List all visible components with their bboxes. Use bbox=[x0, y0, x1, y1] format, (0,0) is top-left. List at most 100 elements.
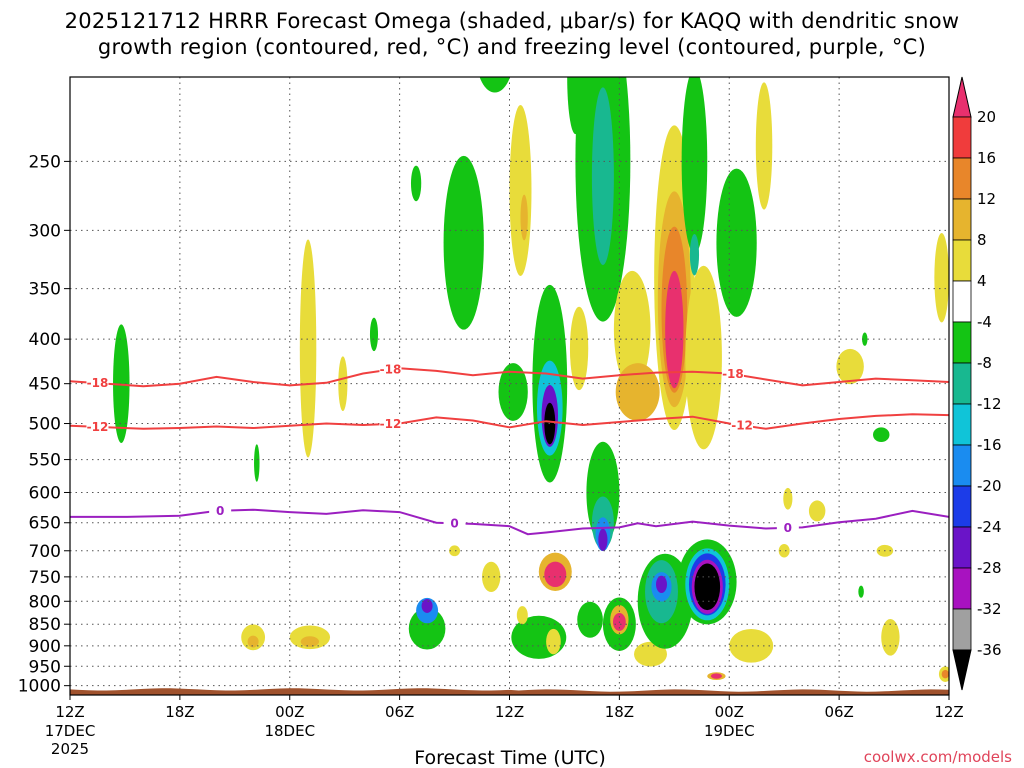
omega-cell-59 bbox=[689, 234, 700, 276]
gridlines bbox=[70, 77, 949, 695]
omega-colorbar: 20 16 12 8 4 -4 -8 -12 -16 -20 -24 -28 -32 -36 bbox=[952, 76, 1002, 691]
colorbar-band-12 bbox=[952, 608, 972, 651]
omega-cell-44 bbox=[634, 641, 667, 667]
omega-cell-5 bbox=[299, 239, 317, 458]
omega-cell-17 bbox=[509, 105, 532, 276]
colorbar-label-12: -32 bbox=[977, 600, 1002, 618]
ytick-label-700: 700 bbox=[29, 542, 61, 562]
dgz-bottom-contour-label-2: -12 bbox=[731, 418, 753, 432]
omega-cell-10 bbox=[408, 607, 446, 650]
omega-cell-71 bbox=[858, 585, 864, 598]
omega-cell-12 bbox=[421, 598, 433, 613]
chart-title-line1: 2025121712 HRRR Forecast Omega (shaded, … bbox=[65, 9, 960, 33]
omega-cell-64 bbox=[729, 628, 774, 663]
omega-cell-63 bbox=[716, 168, 757, 317]
xtick-label-0: 12Z bbox=[55, 703, 84, 721]
omega-cell-77 bbox=[941, 669, 949, 679]
chart-title-line2: growth region (contoured, red, °C) and f… bbox=[98, 35, 926, 59]
ytick-label-350: 350 bbox=[29, 280, 61, 300]
omega-cell-33 bbox=[567, 77, 584, 135]
ytick-label-950: 950 bbox=[29, 657, 61, 677]
colorbar-band-5 bbox=[952, 321, 972, 364]
omega-shading bbox=[113, 77, 949, 682]
xtick-label-1: 18Z bbox=[165, 703, 194, 721]
colorbar-band-11 bbox=[952, 567, 972, 610]
colorbar-band-3 bbox=[952, 239, 972, 282]
omega-cell-18 bbox=[520, 194, 528, 241]
omega-cell-43 bbox=[615, 363, 660, 421]
omega-cell-9 bbox=[410, 165, 422, 202]
ytick-label-600: 600 bbox=[29, 483, 61, 503]
ytick-label-850: 850 bbox=[29, 615, 61, 635]
colorbar-band-8 bbox=[952, 444, 972, 487]
dgz-bottom-contour-label-bg-2 bbox=[731, 418, 754, 433]
ytick-label-900: 900 bbox=[29, 637, 61, 657]
omega-cell-16 bbox=[479, 77, 511, 93]
colorbar-label-2: 12 bbox=[977, 190, 996, 208]
contours: -18 -18 -18 -12 -12 -12 0 0 0 bbox=[70, 362, 949, 536]
colorbar-band-0 bbox=[952, 116, 972, 159]
xtick-label-2: 00Z bbox=[275, 703, 304, 721]
colorbar-band-4 bbox=[952, 280, 972, 323]
ytick-label-400: 400 bbox=[29, 330, 61, 350]
omega-cell-52 bbox=[656, 575, 667, 594]
omega-cell-30 bbox=[577, 601, 603, 638]
omega-cell-2 bbox=[247, 635, 259, 648]
colorbar-band-10 bbox=[952, 526, 972, 569]
xtick-label-8: 12Z bbox=[934, 703, 963, 721]
freezing-level-contour-label-2: 0 bbox=[784, 521, 792, 535]
xtick-date-0: 17DEC bbox=[45, 722, 96, 740]
terrain-band bbox=[70, 688, 949, 695]
omega-cell-4 bbox=[300, 636, 320, 647]
colorbar-bottom-arrow bbox=[952, 649, 972, 691]
omega-cell-15 bbox=[443, 155, 484, 330]
ytick-label-450: 450 bbox=[29, 375, 61, 395]
colorbar-label-9: -20 bbox=[977, 477, 1002, 495]
omega-cell-70 bbox=[862, 332, 868, 346]
dgz-top-contour-label-1: -18 bbox=[380, 363, 402, 377]
omega-cell-29 bbox=[546, 628, 561, 655]
colorbar-label-4: 4 bbox=[977, 272, 987, 290]
colorbar-band-9 bbox=[952, 485, 972, 528]
omega-cell-32 bbox=[591, 87, 614, 266]
dgz-top-contour-label-2: -18 bbox=[722, 367, 744, 381]
ytick-label-250: 250 bbox=[29, 152, 61, 172]
omega-cell-21 bbox=[498, 363, 528, 421]
ytick-label-500: 500 bbox=[29, 415, 61, 435]
omega-cell-62 bbox=[710, 673, 722, 679]
ytick-label-300: 300 bbox=[29, 221, 61, 241]
freezing-level-contour-label-bg-0 bbox=[209, 503, 232, 518]
colorbar-band-1 bbox=[952, 157, 972, 200]
omega-cell-58 bbox=[681, 77, 708, 254]
ytick-label-750: 750 bbox=[29, 568, 61, 588]
omega-cell-73 bbox=[873, 427, 890, 443]
xtick-label-6: 00Z bbox=[715, 703, 744, 721]
xtick-year-0: 2025 bbox=[51, 740, 89, 758]
omega-cell-0 bbox=[113, 324, 130, 443]
freezing-level-contour-label-bg-1 bbox=[443, 516, 466, 531]
colorbar-band-7 bbox=[952, 403, 972, 446]
omega-cell-48 bbox=[665, 270, 684, 389]
omega-cell-66 bbox=[778, 544, 790, 558]
omega-cell-13 bbox=[449, 545, 461, 557]
omega-cell-67 bbox=[783, 487, 793, 510]
freezing-level-contour-label-0: 0 bbox=[216, 504, 224, 518]
colorbar-label-11: -28 bbox=[977, 559, 1002, 577]
ytick-label-1000: 1000 bbox=[18, 677, 61, 697]
omega-cell-42 bbox=[613, 270, 651, 389]
dgz-bottom-contour-line bbox=[70, 413, 949, 430]
omega-cell-6 bbox=[338, 356, 348, 412]
terrain-fill bbox=[70, 688, 949, 695]
omega-cell-75 bbox=[934, 232, 949, 323]
omega-cell-7 bbox=[254, 444, 260, 482]
omega-cell-28 bbox=[544, 561, 567, 588]
freezing-level-contour-label-1: 0 bbox=[450, 516, 458, 530]
colorbar-label-5: -4 bbox=[977, 313, 992, 331]
pressure-axis: 2503003504004505005506006507007508008509… bbox=[18, 152, 70, 697]
omega-cell-69 bbox=[836, 348, 864, 385]
colorbar-label-3: 8 bbox=[977, 231, 987, 249]
colorbar-band-6 bbox=[952, 362, 972, 405]
xtick-label-5: 18Z bbox=[605, 703, 634, 721]
